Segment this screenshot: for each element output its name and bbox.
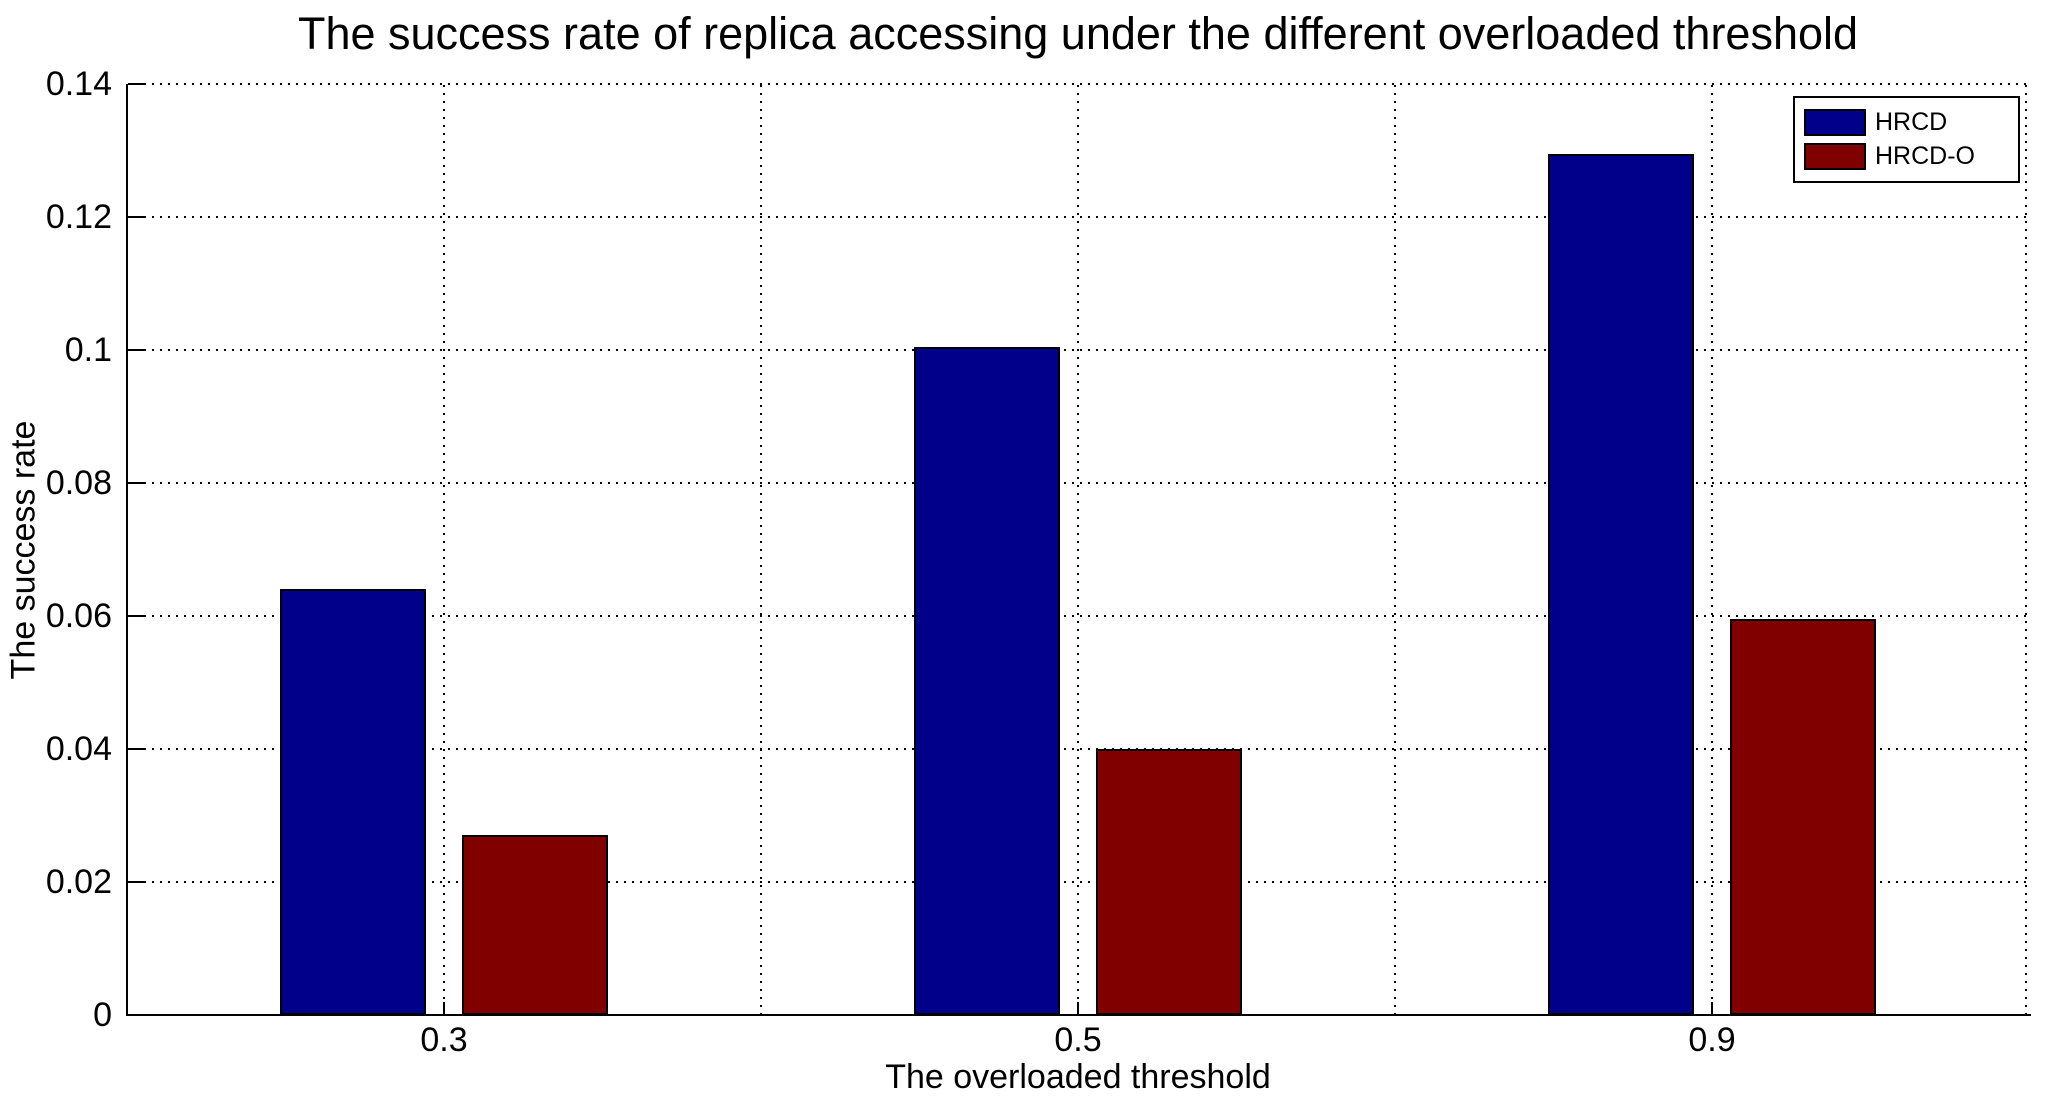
legend-item: HRCD [1804,108,2009,137]
y-tick-label: 0.06 [45,597,112,635]
y-tick-label: 0.12 [45,198,112,236]
x-axis-line [126,1014,2031,1016]
y-tick-label: 0 [93,996,112,1034]
y-tick-mark [128,482,144,484]
legend-swatch-hrcd-o [1804,143,1866,171]
legend: HRCD HRCD-O [1793,96,2020,183]
y-tick-mark [128,349,144,351]
gridline-y [128,83,2028,85]
bar-hrcd-0.5 [914,347,1060,1015]
y-axis-line [126,84,128,1016]
gridline-x-boundary [760,85,762,1014]
bar-hrcd-o-0.9 [1730,619,1876,1015]
y-tick-label: 0.04 [45,730,112,768]
y-tick-mark [128,748,144,750]
y-tick-mark [128,216,144,218]
x-tick-label: 0.9 [1688,1021,1736,1059]
gridline-x [1711,85,1713,1014]
chart-title: The success rate of replica accessing un… [297,8,1859,59]
x-tick-mark [443,1002,445,1014]
x-tick-label: 0.3 [420,1021,468,1059]
gridline-x-boundary [1394,85,1396,1014]
y-tick-label: 0.14 [45,65,112,103]
x-tick-mark [1077,1002,1079,1014]
legend-swatch-hrcd [1804,108,1866,136]
y-tick-label: 0.08 [45,464,112,502]
x-axis-label: The overloaded threshold [885,1058,1271,1096]
bar-hrcd-o-0.3 [462,835,608,1015]
legend-item: HRCD-O [1804,142,2009,171]
gridline-x [1077,85,1079,1014]
gridline-x [443,85,445,1014]
y-tick-mark [128,615,144,617]
bar-hrcd-0.9 [1548,154,1694,1015]
gridline-x-boundary [2025,85,2027,1014]
x-tick-label: 0.5 [1054,1021,1102,1059]
bar-hrcd-o-0.5 [1096,749,1242,1015]
legend-label: HRCD-O [1875,142,1975,171]
y-tick-mark [128,881,144,883]
y-tick-mark [128,83,144,85]
y-tick-label: 0.1 [64,331,112,369]
x-tick-mark [1711,1002,1713,1014]
legend-label: HRCD [1875,107,1948,136]
bar-hrcd-0.3 [280,589,426,1015]
y-tick-label: 0.02 [45,863,112,901]
